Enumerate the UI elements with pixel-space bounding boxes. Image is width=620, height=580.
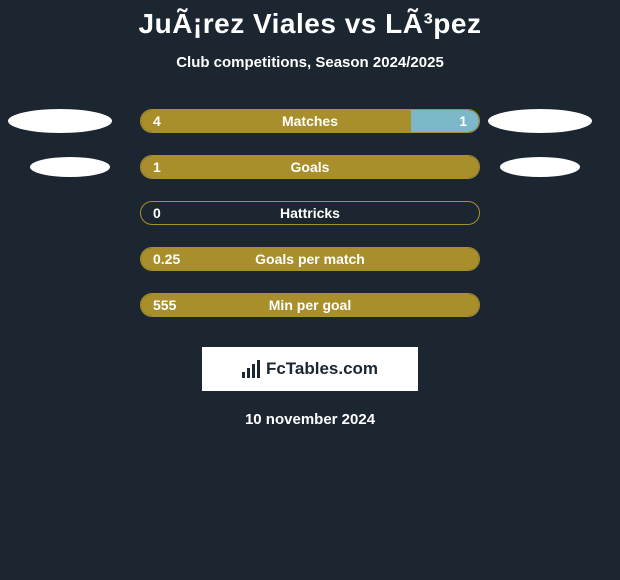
comparison-infographic: JuÃ¡rez Viales vs LÃ³pez Club competitio… (0, 0, 620, 580)
metric-label: Goals per match (255, 251, 365, 267)
metric-bar: 1 Goals (140, 155, 480, 179)
value-left: 0 (153, 205, 161, 221)
metric-row: 555 Min per goal (0, 293, 620, 317)
logo-box: FcTables.com (202, 347, 418, 391)
metric-row: 4 1 Matches (0, 109, 620, 133)
metric-row: 0 Hattricks (0, 201, 620, 225)
metric-bar: 555 Min per goal (140, 293, 480, 317)
value-left: 0.25 (153, 251, 180, 267)
bar-right-fill (411, 110, 479, 132)
metric-rows: 4 1 Matches 1 Goals 0 Hattricks 0.25 Goals per m… (0, 109, 620, 317)
metric-bar: 4 1 Matches (140, 109, 480, 133)
metric-label: Matches (282, 113, 338, 129)
logo-text: FcTables.com (266, 359, 378, 379)
metric-row: 0.25 Goals per match (0, 247, 620, 271)
bar-chart-icon (242, 360, 260, 378)
value-left: 1 (153, 159, 161, 175)
metric-label: Hattricks (280, 205, 340, 221)
player-left-icon (30, 157, 110, 177)
metric-bar: 0.25 Goals per match (140, 247, 480, 271)
metric-bar: 0 Hattricks (140, 201, 480, 225)
player-right-icon (488, 109, 592, 133)
player-left-icon (8, 109, 112, 133)
metric-label: Goals (291, 159, 330, 175)
value-left: 555 (153, 297, 176, 313)
bar-left-fill (141, 110, 411, 132)
value-left: 4 (153, 113, 161, 129)
metric-row: 1 Goals (0, 155, 620, 179)
value-right: 1 (459, 113, 467, 129)
date-text: 10 november 2024 (0, 411, 620, 428)
metric-label: Min per goal (269, 297, 351, 313)
page-title: JuÃ¡rez Viales vs LÃ³pez (0, 8, 620, 40)
subtitle: Club competitions, Season 2024/2025 (0, 54, 620, 71)
player-right-icon (500, 157, 580, 177)
